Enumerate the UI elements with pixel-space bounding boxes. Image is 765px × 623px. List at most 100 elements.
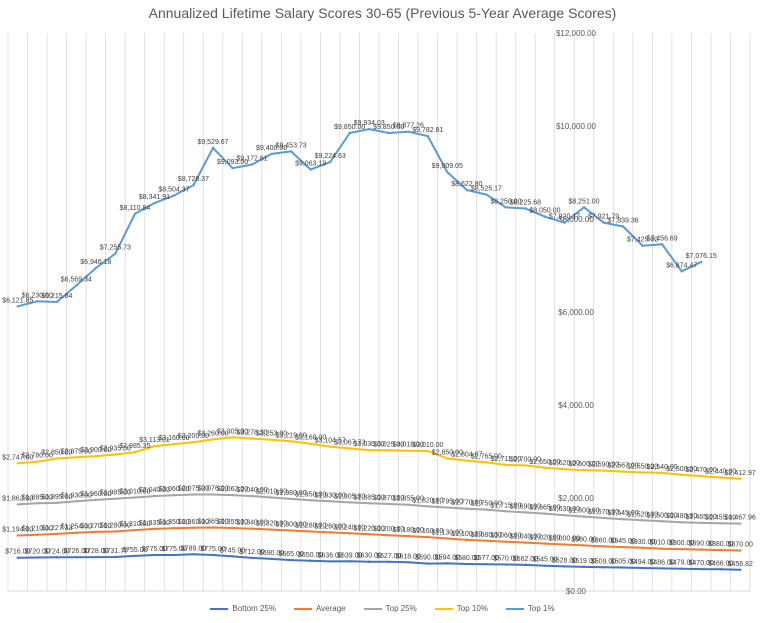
data-label-bottom-25: $590.00 xyxy=(415,555,440,562)
data-point-bottom-25 xyxy=(660,567,664,570)
data-label-average: $930.00 xyxy=(630,539,655,546)
data-point-top-1 xyxy=(407,130,410,133)
data-label-top-25: $2,010.00 xyxy=(119,489,150,496)
data-point-top-25 xyxy=(426,505,430,508)
data-label-bottom-25: $716.00 xyxy=(5,549,30,556)
data-point-top-1 xyxy=(192,183,195,187)
y-tick-label: $2,000.00 xyxy=(558,494,594,503)
data-point-top-10 xyxy=(36,460,39,463)
data-point-average xyxy=(211,526,215,529)
data-point-bottom-25 xyxy=(289,558,293,562)
data-label-average: $1,060.00 xyxy=(490,533,521,540)
data-label-top-25: $1,862.00 xyxy=(2,495,33,502)
data-point-bottom-25 xyxy=(426,562,430,565)
data-label-top-25: $1,770.00 xyxy=(451,500,482,507)
data-point-average xyxy=(504,540,508,543)
data-point-top-25 xyxy=(680,520,683,524)
data-point-top-10 xyxy=(680,473,683,476)
data-point-top-25 xyxy=(543,512,547,515)
data-point-top-10 xyxy=(602,469,605,472)
data-label-top-1: $9,224.63 xyxy=(315,153,346,160)
data-label-top-10: $2,780.00 xyxy=(22,453,53,460)
data-point-top-25 xyxy=(94,498,98,502)
data-point-top-1 xyxy=(270,152,273,156)
data-point-top-1 xyxy=(114,252,117,255)
data-label-bottom-25: $775.00 xyxy=(161,546,186,553)
data-label-bottom-25: $728.00 xyxy=(83,548,108,555)
data-point-top-10 xyxy=(94,454,98,458)
data-point-average xyxy=(153,527,156,531)
data-label-bottom-25: $724.00 xyxy=(44,548,69,555)
data-point-average xyxy=(563,543,566,546)
data-label-top-25: $1,520.00 xyxy=(627,511,658,518)
data-label-top-25: $1,750.00 xyxy=(471,501,502,508)
data-label-top-10: $2,747.00 xyxy=(2,454,33,461)
data-label-top-10: $2,935.00 xyxy=(100,446,131,453)
data-label-average: $945.00 xyxy=(610,538,635,545)
data-point-bottom-25 xyxy=(563,565,566,568)
data-label-bottom-25: $745.00 xyxy=(220,547,245,554)
data-label-top-10: $2,900.00 xyxy=(80,447,111,454)
data-point-bottom-25 xyxy=(211,553,215,557)
y-tick-label: $12,000.00 xyxy=(556,29,597,38)
data-label-top-25: $1,870.00 xyxy=(373,495,404,502)
data-label-top-25: $1,545.00 xyxy=(608,510,639,517)
data-point-bottom-25 xyxy=(543,564,547,567)
data-point-bottom-25 xyxy=(231,555,234,558)
legend-label-average: Average xyxy=(315,604,346,613)
data-label-top-10: $3,219.00 xyxy=(276,432,307,439)
data-point-top-10 xyxy=(739,477,742,480)
data-point-average xyxy=(485,539,488,542)
legend-label-bottom-25: Bottom 25% xyxy=(232,604,276,613)
data-point-average xyxy=(133,528,137,532)
data-label-top-1: $9,093.00 xyxy=(217,159,248,166)
data-point-top-25 xyxy=(582,515,586,518)
data-point-top-25 xyxy=(16,503,19,506)
data-point-top-25 xyxy=(153,494,156,498)
data-label-top-1: $9,934.03 xyxy=(354,120,385,127)
data-label-average: $1,300.00 xyxy=(276,522,307,529)
data-label-top-1: $9,400.00 xyxy=(256,145,287,152)
data-point-average xyxy=(621,545,625,549)
data-point-bottom-25 xyxy=(465,562,469,566)
series-line-top-1 xyxy=(17,128,702,308)
data-point-average xyxy=(524,541,527,544)
legend-swatch-top-1 xyxy=(505,607,524,610)
data-label-average: $1,220.00 xyxy=(354,525,385,532)
data-label-top-1: $8,622.80 xyxy=(451,181,482,188)
data-label-bottom-25: $618.00 xyxy=(396,553,421,560)
data-label-top-10: $3,104.57 xyxy=(315,438,346,445)
data-label-top-10: $2,567.00 xyxy=(608,463,639,470)
data-label-top-1: $6,569.34 xyxy=(61,277,92,284)
data-label-top-25: $1,665.00 xyxy=(529,505,560,512)
data-label-top-25: $2,010.00 xyxy=(256,489,287,496)
data-label-top-1: $7,920.17 xyxy=(549,214,580,221)
data-label-top-10: $3,260.00 xyxy=(197,430,228,437)
data-point-average xyxy=(250,527,254,530)
data-label-average: $1,080.00 xyxy=(471,532,502,539)
data-point-average xyxy=(55,532,59,536)
data-point-top-25 xyxy=(641,519,644,522)
data-label-top-1: $9,063.19 xyxy=(295,161,326,168)
data-label-average: $980.00 xyxy=(571,536,596,543)
data-point-bottom-25 xyxy=(446,562,449,565)
data-point-average xyxy=(94,530,98,534)
data-label-top-10: $3,160.00 xyxy=(158,435,189,442)
data-label-average: $1,194.00 xyxy=(2,526,33,533)
data-point-top-25 xyxy=(524,511,527,514)
data-label-top-25: $1,455.00 xyxy=(705,514,736,521)
data-label-top-25: $1,795.00 xyxy=(432,499,463,506)
data-label-average: $890.00 xyxy=(689,541,714,548)
data-label-average: $1,000.00 xyxy=(549,536,580,543)
data-label-top-10: $3,010.00 xyxy=(412,442,443,449)
data-point-average xyxy=(309,530,312,533)
data-point-bottom-25 xyxy=(270,557,273,561)
data-label-top-10: $3,200.00 xyxy=(178,433,209,440)
data-label-top-25: $2,060.00 xyxy=(158,486,189,493)
data-point-top-10 xyxy=(699,474,703,478)
data-point-top-1 xyxy=(582,206,586,209)
data-point-average xyxy=(582,544,586,547)
data-point-top-1 xyxy=(446,170,449,174)
data-label-top-1: $9,782.81 xyxy=(412,127,443,134)
data-label-average: $1,270.00 xyxy=(80,523,111,530)
